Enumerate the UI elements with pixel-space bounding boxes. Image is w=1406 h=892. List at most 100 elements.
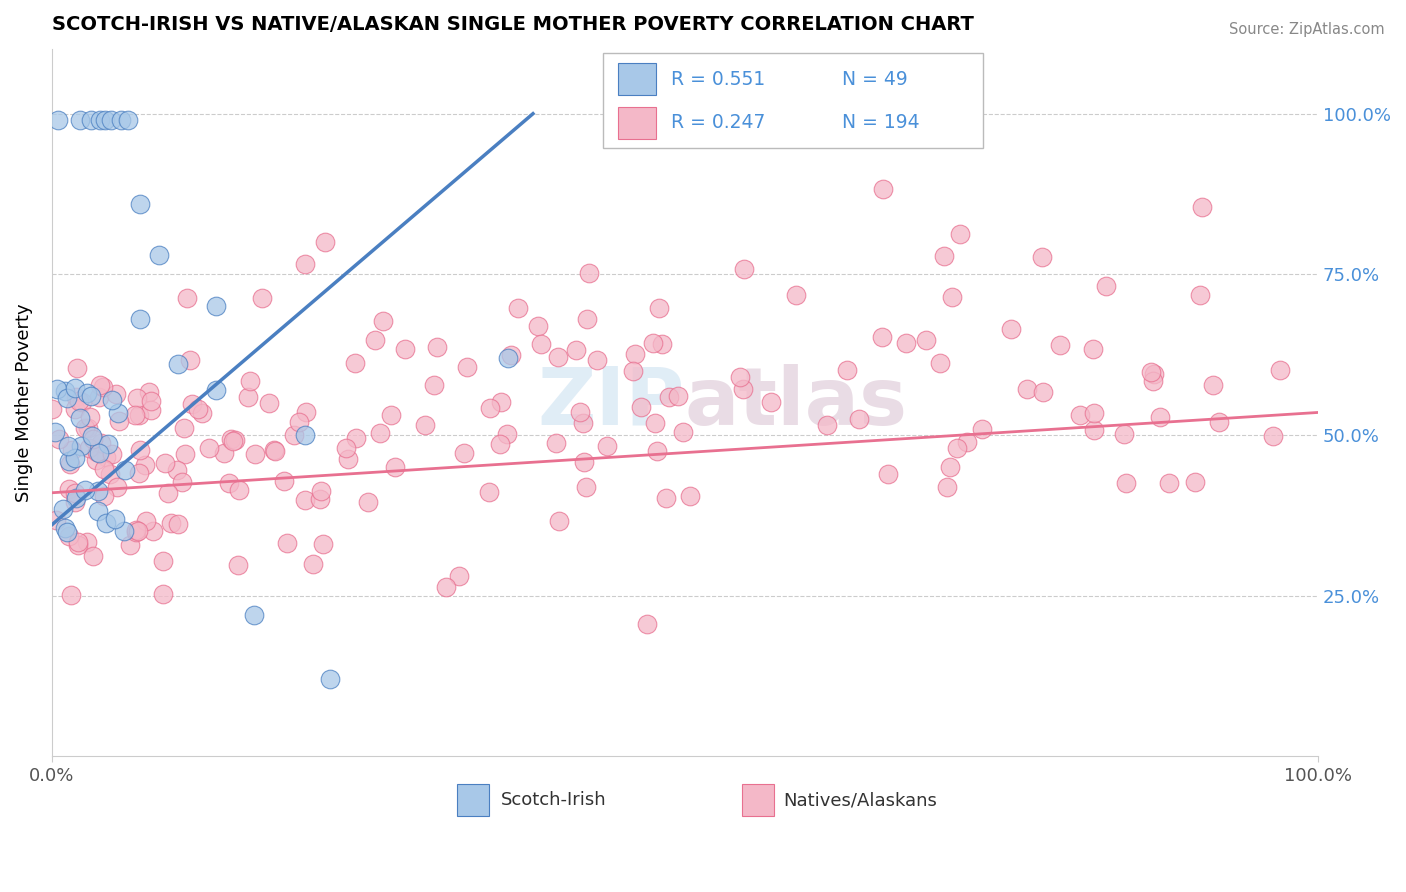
Point [167, 357, 190, 371]
Point [176, 291, 198, 305]
Point [499, 348, 522, 362]
Point [679, 489, 702, 503]
Point [643, 335, 665, 350]
Point [125, 391, 148, 405]
Point [80, 113, 103, 128]
Point [205, 300, 228, 314]
Point [658, 390, 681, 404]
Point [60, 443, 83, 458]
Point [179, 353, 201, 368]
Text: atlas: atlas [685, 364, 908, 442]
Point [666, 389, 689, 403]
Point [117, 113, 139, 128]
Point [67, 537, 90, 551]
Point [319, 672, 342, 686]
Point [759, 395, 782, 409]
Point [733, 261, 755, 276]
Point [578, 266, 600, 280]
Point [872, 182, 894, 196]
Point [571, 417, 593, 431]
Point [928, 356, 950, 370]
Point [336, 452, 359, 467]
Point [384, 460, 406, 475]
Point [96, 450, 118, 465]
Point [55, 525, 77, 540]
Point [228, 483, 250, 497]
Point [87, 483, 110, 498]
Point [69, 113, 91, 128]
Point [936, 480, 959, 494]
Point [1201, 378, 1223, 392]
Point [41, 402, 63, 417]
Text: N = 49: N = 49 [842, 70, 908, 88]
Point [124, 408, 146, 422]
Point [1142, 375, 1164, 389]
Point [488, 437, 510, 451]
Point [1069, 408, 1091, 422]
Bar [617, 107, 655, 139]
Point [447, 569, 470, 583]
Point [65, 390, 87, 404]
Point [82, 428, 104, 442]
Text: SCOTCH-IRISH VS NATIVE/ALASKAN SINGLE MOTHER POVERTY CORRELATION CHART: SCOTCH-IRISH VS NATIVE/ALASKAN SINGLE MO… [52, 15, 973, 34]
Point [575, 480, 598, 494]
Point [672, 425, 695, 440]
Point [288, 415, 311, 429]
Point [221, 434, 243, 448]
Point [575, 312, 598, 326]
Point [105, 480, 128, 494]
Point [221, 432, 243, 446]
Point [79, 410, 101, 425]
Point [75, 483, 97, 497]
Point [226, 558, 249, 572]
Point [65, 360, 87, 375]
Point [125, 523, 148, 537]
Point [73, 421, 96, 435]
Point [198, 441, 221, 455]
Point [87, 446, 110, 460]
Point [311, 537, 333, 551]
Point [456, 359, 478, 374]
Point [1157, 476, 1180, 491]
Point [65, 491, 87, 505]
Point [453, 445, 475, 459]
Point [128, 408, 150, 422]
Point [548, 514, 571, 528]
Point [52, 502, 75, 516]
Point [344, 431, 367, 445]
Point [63, 450, 86, 465]
Point [894, 336, 917, 351]
Point [127, 524, 149, 538]
Point [972, 422, 994, 436]
Point [142, 524, 165, 539]
Point [82, 432, 104, 446]
Point [97, 437, 120, 451]
Point [489, 395, 512, 409]
Point [239, 374, 262, 388]
Point [1261, 429, 1284, 443]
Point [181, 397, 204, 411]
Point [314, 235, 336, 250]
Point [120, 537, 142, 551]
FancyBboxPatch shape [603, 53, 983, 148]
Point [870, 330, 893, 344]
Point [93, 461, 115, 475]
Point [63, 495, 86, 509]
Point [946, 441, 969, 455]
Point [250, 291, 273, 305]
Point [93, 489, 115, 503]
Point [76, 535, 98, 549]
Point [1112, 426, 1135, 441]
Point [1268, 363, 1291, 377]
Point [166, 517, 188, 532]
Point [565, 343, 588, 357]
Point [65, 401, 87, 416]
Point [58, 454, 80, 468]
Point [654, 491, 676, 505]
Point [243, 447, 266, 461]
Point [134, 458, 156, 473]
Point [263, 444, 285, 458]
Point [80, 388, 103, 402]
Point [53, 521, 76, 535]
Point [89, 390, 111, 404]
